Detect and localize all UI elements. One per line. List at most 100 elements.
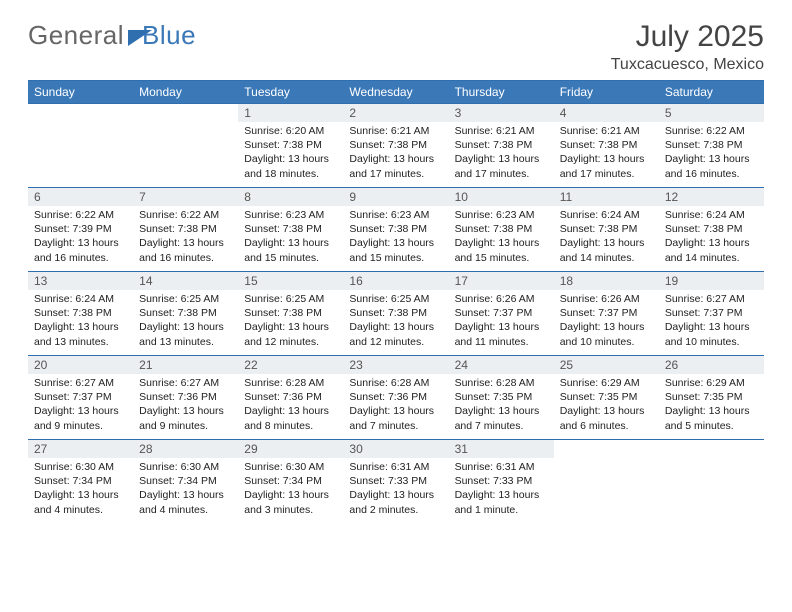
- sunset-text: Sunset: 7:38 PM: [139, 306, 232, 320]
- sunrise-text: Sunrise: 6:21 AM: [560, 124, 653, 138]
- daylight-text: Daylight: 13 hours and 12 minutes.: [244, 320, 337, 348]
- calendar-week-row: 27Sunrise: 6:30 AMSunset: 7:34 PMDayligh…: [28, 439, 764, 523]
- sunrise-text: Sunrise: 6:21 AM: [349, 124, 442, 138]
- sunrise-text: Sunrise: 6:31 AM: [455, 460, 548, 474]
- daylight-text: Daylight: 13 hours and 13 minutes.: [139, 320, 232, 348]
- calendar-cell: 20Sunrise: 6:27 AMSunset: 7:37 PMDayligh…: [28, 355, 133, 439]
- day-details: Sunrise: 6:30 AMSunset: 7:34 PMDaylight:…: [28, 458, 133, 519]
- day-number: 16: [343, 271, 448, 290]
- day-details: Sunrise: 6:28 AMSunset: 7:36 PMDaylight:…: [343, 374, 448, 435]
- daylight-text: Daylight: 13 hours and 16 minutes.: [665, 152, 758, 180]
- sunset-text: Sunset: 7:34 PM: [244, 474, 337, 488]
- sunset-text: Sunset: 7:39 PM: [34, 222, 127, 236]
- logo-triangle-icon: [128, 30, 152, 46]
- daylight-text: Daylight: 13 hours and 12 minutes.: [349, 320, 442, 348]
- sunrise-text: Sunrise: 6:28 AM: [455, 376, 548, 390]
- calendar-cell: 27Sunrise: 6:30 AMSunset: 7:34 PMDayligh…: [28, 439, 133, 523]
- sunrise-text: Sunrise: 6:27 AM: [665, 292, 758, 306]
- daylight-text: Daylight: 13 hours and 6 minutes.: [560, 404, 653, 432]
- sunset-text: Sunset: 7:37 PM: [560, 306, 653, 320]
- sunrise-text: Sunrise: 6:22 AM: [34, 208, 127, 222]
- day-number: 12: [659, 187, 764, 206]
- daylight-text: Daylight: 13 hours and 17 minutes.: [560, 152, 653, 180]
- day-details: Sunrise: 6:21 AMSunset: 7:38 PMDaylight:…: [343, 122, 448, 183]
- calendar-cell: 24Sunrise: 6:28 AMSunset: 7:35 PMDayligh…: [449, 355, 554, 439]
- daylight-text: Daylight: 13 hours and 15 minutes.: [349, 236, 442, 264]
- day-number: 1: [238, 103, 343, 122]
- sunset-text: Sunset: 7:38 PM: [34, 306, 127, 320]
- day-number: 22: [238, 355, 343, 374]
- day-number: [133, 103, 238, 108]
- day-details: Sunrise: 6:27 AMSunset: 7:37 PMDaylight:…: [28, 374, 133, 435]
- day-details: Sunrise: 6:27 AMSunset: 7:36 PMDaylight:…: [133, 374, 238, 435]
- day-number: 28: [133, 439, 238, 458]
- day-number: [659, 439, 764, 444]
- day-details: Sunrise: 6:24 AMSunset: 7:38 PMDaylight:…: [659, 206, 764, 267]
- day-details: Sunrise: 6:31 AMSunset: 7:33 PMDaylight:…: [343, 458, 448, 519]
- day-details: Sunrise: 6:30 AMSunset: 7:34 PMDaylight:…: [133, 458, 238, 519]
- sunset-text: Sunset: 7:33 PM: [455, 474, 548, 488]
- calendar-cell: 12Sunrise: 6:24 AMSunset: 7:38 PMDayligh…: [659, 187, 764, 271]
- sunset-text: Sunset: 7:38 PM: [665, 138, 758, 152]
- day-number: 24: [449, 355, 554, 374]
- sunrise-text: Sunrise: 6:22 AM: [139, 208, 232, 222]
- day-number: 2: [343, 103, 448, 122]
- sunrise-text: Sunrise: 6:26 AM: [560, 292, 653, 306]
- brand-logo: General Blue: [28, 20, 196, 51]
- sunset-text: Sunset: 7:37 PM: [455, 306, 548, 320]
- calendar-cell: 16Sunrise: 6:25 AMSunset: 7:38 PMDayligh…: [343, 271, 448, 355]
- calendar-cell: 18Sunrise: 6:26 AMSunset: 7:37 PMDayligh…: [554, 271, 659, 355]
- day-number: 14: [133, 271, 238, 290]
- calendar-cell: 22Sunrise: 6:28 AMSunset: 7:36 PMDayligh…: [238, 355, 343, 439]
- daylight-text: Daylight: 13 hours and 8 minutes.: [244, 404, 337, 432]
- day-number: 3: [449, 103, 554, 122]
- day-details: Sunrise: 6:26 AMSunset: 7:37 PMDaylight:…: [554, 290, 659, 351]
- sunset-text: Sunset: 7:38 PM: [455, 222, 548, 236]
- day-number: 4: [554, 103, 659, 122]
- daylight-text: Daylight: 13 hours and 16 minutes.: [34, 236, 127, 264]
- calendar-cell: 15Sunrise: 6:25 AMSunset: 7:38 PMDayligh…: [238, 271, 343, 355]
- daylight-text: Daylight: 13 hours and 13 minutes.: [34, 320, 127, 348]
- sunrise-text: Sunrise: 6:31 AM: [349, 460, 442, 474]
- sunset-text: Sunset: 7:33 PM: [349, 474, 442, 488]
- day-number: 19: [659, 271, 764, 290]
- calendar-cell: 30Sunrise: 6:31 AMSunset: 7:33 PMDayligh…: [343, 439, 448, 523]
- sunrise-text: Sunrise: 6:27 AM: [34, 376, 127, 390]
- calendar-cell: 9Sunrise: 6:23 AMSunset: 7:38 PMDaylight…: [343, 187, 448, 271]
- calendar-cell: [554, 439, 659, 523]
- day-number: 25: [554, 355, 659, 374]
- day-details: Sunrise: 6:23 AMSunset: 7:38 PMDaylight:…: [343, 206, 448, 267]
- sunrise-text: Sunrise: 6:23 AM: [244, 208, 337, 222]
- day-number: 9: [343, 187, 448, 206]
- calendar-cell: 3Sunrise: 6:21 AMSunset: 7:38 PMDaylight…: [449, 103, 554, 187]
- sunrise-text: Sunrise: 6:21 AM: [455, 124, 548, 138]
- page-header: General Blue July 2025 Tuxcacuesco, Mexi…: [28, 20, 764, 74]
- sunrise-text: Sunrise: 6:25 AM: [244, 292, 337, 306]
- day-details: Sunrise: 6:29 AMSunset: 7:35 PMDaylight:…: [554, 374, 659, 435]
- day-details: Sunrise: 6:24 AMSunset: 7:38 PMDaylight:…: [554, 206, 659, 267]
- calendar-week-row: 1Sunrise: 6:20 AMSunset: 7:38 PMDaylight…: [28, 103, 764, 187]
- calendar-cell: 26Sunrise: 6:29 AMSunset: 7:35 PMDayligh…: [659, 355, 764, 439]
- sunset-text: Sunset: 7:35 PM: [560, 390, 653, 404]
- day-number: 29: [238, 439, 343, 458]
- sunset-text: Sunset: 7:38 PM: [560, 138, 653, 152]
- calendar-cell: [28, 103, 133, 187]
- sunset-text: Sunset: 7:38 PM: [455, 138, 548, 152]
- daylight-text: Daylight: 13 hours and 7 minutes.: [349, 404, 442, 432]
- day-number: 8: [238, 187, 343, 206]
- day-number: 26: [659, 355, 764, 374]
- sunset-text: Sunset: 7:35 PM: [665, 390, 758, 404]
- sunrise-text: Sunrise: 6:23 AM: [455, 208, 548, 222]
- day-number: 31: [449, 439, 554, 458]
- weekday-header: Saturday: [659, 81, 764, 104]
- sunrise-text: Sunrise: 6:22 AM: [665, 124, 758, 138]
- calendar-cell: [659, 439, 764, 523]
- day-details: Sunrise: 6:21 AMSunset: 7:38 PMDaylight:…: [554, 122, 659, 183]
- calendar-cell: 21Sunrise: 6:27 AMSunset: 7:36 PMDayligh…: [133, 355, 238, 439]
- calendar-cell: 28Sunrise: 6:30 AMSunset: 7:34 PMDayligh…: [133, 439, 238, 523]
- sunset-text: Sunset: 7:38 PM: [244, 306, 337, 320]
- day-details: Sunrise: 6:24 AMSunset: 7:38 PMDaylight:…: [28, 290, 133, 351]
- sunset-text: Sunset: 7:35 PM: [455, 390, 548, 404]
- daylight-text: Daylight: 13 hours and 4 minutes.: [139, 488, 232, 516]
- sunrise-text: Sunrise: 6:24 AM: [665, 208, 758, 222]
